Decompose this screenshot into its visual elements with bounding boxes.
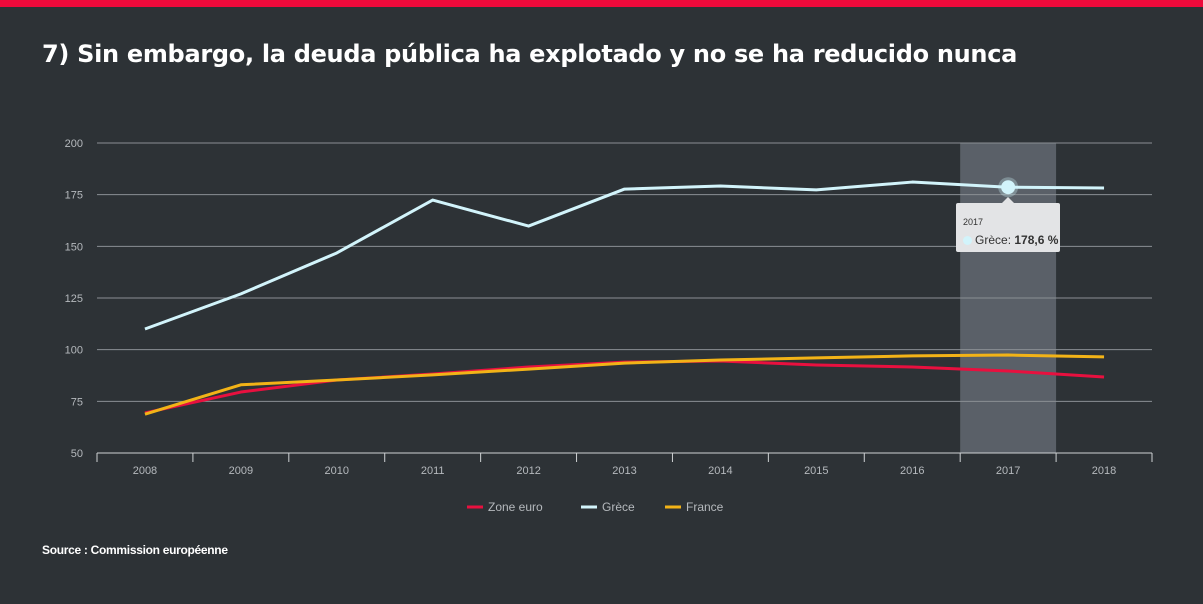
y-tick-label: 125 bbox=[65, 293, 83, 305]
y-tick-label: 200 bbox=[65, 138, 83, 150]
tooltip-value: 178,6 % bbox=[1014, 233, 1059, 247]
series-line-grèce bbox=[144, 180, 1105, 331]
x-tick-label: 2017 bbox=[996, 465, 1020, 477]
y-tick-label: 175 bbox=[65, 190, 83, 202]
legend-label: France bbox=[686, 500, 724, 514]
series-line-france bbox=[144, 353, 1105, 416]
highlight-point bbox=[1001, 180, 1016, 195]
x-tick-label: 2014 bbox=[708, 465, 732, 477]
tooltip-value-line: Grèce: 178,6 % bbox=[963, 233, 1058, 247]
x-tick-label: 2013 bbox=[612, 465, 636, 477]
series-dot-icon bbox=[963, 236, 972, 245]
y-tick-label: 150 bbox=[65, 241, 83, 253]
x-tick-label: 2016 bbox=[900, 465, 924, 477]
x-tick-label: 2010 bbox=[325, 465, 349, 477]
y-tick-label: 75 bbox=[71, 396, 83, 408]
x-tick-label: 2012 bbox=[516, 465, 540, 477]
tooltip-year: 2017 bbox=[963, 217, 984, 227]
legend-label: Zone euro bbox=[488, 500, 543, 514]
y-tick-label: 50 bbox=[71, 448, 83, 460]
x-tick-label: 2018 bbox=[1092, 465, 1116, 477]
x-tick-label: 2015 bbox=[804, 465, 828, 477]
x-tick-label: 2009 bbox=[229, 465, 253, 477]
tooltip-series: Grèce bbox=[975, 233, 1008, 247]
tooltip: 2017 Grèce: 178,6 % bbox=[956, 197, 1060, 252]
source-note: Source : Commission européenne bbox=[42, 543, 228, 557]
x-tick-label: 2011 bbox=[421, 465, 445, 477]
page-title: 7) Sin embargo, la deuda pública ha expl… bbox=[42, 40, 1018, 68]
top-accent-bar bbox=[0, 0, 1203, 7]
series-line-zone-euro bbox=[144, 359, 1105, 415]
y-tick-label: 100 bbox=[65, 345, 83, 357]
x-tick-label: 2008 bbox=[133, 465, 157, 477]
legend-label: Grèce bbox=[602, 500, 635, 514]
